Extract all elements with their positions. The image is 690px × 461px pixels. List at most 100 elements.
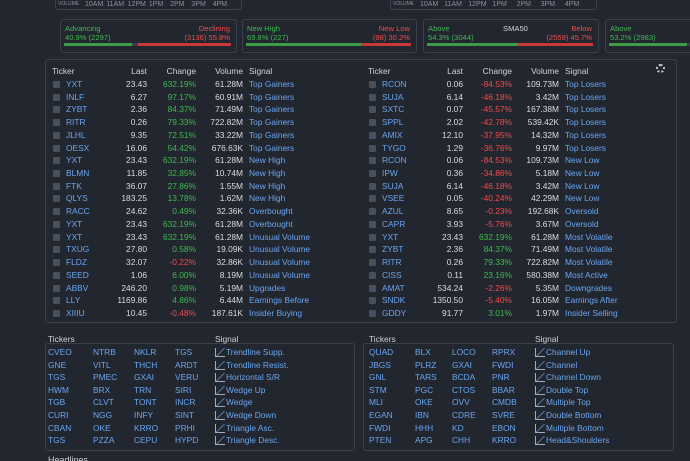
ticker[interactable]: STM	[369, 384, 387, 395]
ticker[interactable]: RITR	[66, 117, 86, 128]
pattern-signal[interactable]: Channel Up	[546, 347, 591, 357]
signal[interactable]: New High	[249, 155, 286, 166]
pattern-signal[interactable]: Channel Down	[546, 372, 601, 383]
ticker[interactable]: HWM	[48, 384, 69, 395]
ticker[interactable]: SEED	[66, 269, 89, 280]
ticker[interactable]: CDRE	[452, 410, 476, 420]
ticker[interactable]: TGS	[48, 435, 66, 446]
signal[interactable]: Most Volatile	[565, 257, 613, 268]
ticker[interactable]: JBGS	[369, 359, 391, 370]
signal[interactable]: Oversold	[565, 206, 599, 217]
signal[interactable]: Top Gainers	[249, 104, 295, 115]
ticker[interactable]: NKLR	[134, 347, 157, 357]
ticker[interactable]: TYGO	[382, 142, 406, 153]
ticker[interactable]: VERU	[175, 372, 199, 383]
signal[interactable]: Top Losers	[565, 129, 606, 140]
ticker[interactable]: OKE	[415, 397, 433, 408]
ticker[interactable]: OVV	[452, 397, 470, 408]
ticker[interactable]: PLRZ	[415, 359, 437, 370]
ticker[interactable]: INFY	[134, 410, 154, 420]
ticker[interactable]: YXT	[66, 155, 83, 166]
pattern-signal[interactable]: Multiple Top	[546, 397, 591, 408]
signal[interactable]: Most Active	[565, 269, 608, 280]
ticker[interactable]: CISS	[382, 269, 402, 280]
pattern-signal[interactable]: Multiple Bottom	[546, 422, 604, 433]
pattern-signal[interactable]: Trendline Supp.	[226, 347, 285, 357]
ticker[interactable]: TRN	[134, 384, 152, 395]
pattern-signal[interactable]: Triangle Desc.	[226, 435, 280, 446]
signal[interactable]: Earnings After	[565, 295, 618, 306]
signal[interactable]: Most Volatile	[565, 244, 613, 255]
ticker[interactable]: ZYBT	[382, 244, 404, 255]
ticker[interactable]: YXT	[66, 231, 83, 242]
ticker[interactable]: PGC	[415, 384, 434, 395]
ticker[interactable]: TGB	[48, 397, 66, 408]
ticker[interactable]: APG	[415, 435, 433, 446]
signal[interactable]: New Low	[565, 155, 600, 166]
ticker[interactable]: TGS	[175, 347, 193, 357]
signal[interactable]: Insider Buying	[249, 307, 303, 318]
ticker[interactable]: FLDZ	[66, 257, 87, 268]
ticker[interactable]: SINT	[175, 410, 195, 420]
signal[interactable]: Top Gainers	[249, 79, 295, 89]
signal[interactable]: Unusual Volume	[249, 231, 310, 242]
ticker[interactable]: AZUL	[382, 206, 404, 217]
ticker[interactable]: OKE	[93, 422, 111, 433]
settings-icon[interactable]	[656, 64, 665, 73]
pattern-signal[interactable]: Double Bottom	[546, 410, 602, 420]
ticker[interactable]: IBN	[415, 410, 429, 420]
pattern-signal[interactable]: Channel	[546, 359, 578, 370]
ticker[interactable]: GDDY	[382, 307, 407, 318]
ticker[interactable]: PNR	[492, 372, 510, 383]
ticker[interactable]: FWDI	[369, 422, 391, 433]
ticker[interactable]: HYPD	[175, 435, 199, 446]
ticker[interactable]: XIIIU	[66, 307, 85, 318]
pattern-signal[interactable]: Head&Shoulders	[546, 435, 610, 446]
ticker[interactable]: KRRO	[134, 422, 159, 433]
ticker[interactable]: MLI	[369, 397, 383, 408]
pattern-signal[interactable]: Double Top	[546, 384, 589, 395]
signal[interactable]: Top Gainers	[249, 91, 295, 102]
signal[interactable]: Overbought	[249, 206, 293, 217]
ticker[interactable]: CURI	[48, 410, 69, 420]
ticker[interactable]: SVRE	[492, 410, 515, 420]
ticker[interactable]: RCON	[382, 155, 407, 166]
signal[interactable]: New High	[249, 193, 286, 204]
ticker[interactable]: CTOS	[452, 384, 476, 395]
ticker[interactable]: BBAR	[492, 384, 515, 395]
signal[interactable]: Insider Selling	[565, 307, 618, 318]
ticker[interactable]: ZYBT	[66, 104, 88, 115]
pattern-signal[interactable]: Wedge	[226, 397, 253, 408]
ticker[interactable]: LOCO	[452, 347, 476, 357]
ticker[interactable]: RACC	[66, 206, 90, 217]
signal[interactable]: Earnings Before	[249, 295, 310, 306]
ticker[interactable]: RPRX	[492, 347, 516, 357]
ticker[interactable]: LLY	[66, 295, 81, 306]
ticker[interactable]: SNDK	[382, 295, 406, 306]
pattern-signal[interactable]: Wedge Up	[226, 384, 266, 395]
pattern-signal[interactable]: Trendline Resist.	[226, 359, 289, 370]
ticker[interactable]: CBAN	[48, 422, 72, 433]
ticker[interactable]: BLMN	[66, 168, 90, 179]
signal[interactable]: New High	[249, 180, 286, 191]
ticker[interactable]: SUJA	[382, 91, 404, 102]
ticker[interactable]: YXT	[66, 79, 83, 89]
ticker[interactable]: YXT	[382, 231, 399, 242]
ticker[interactable]: GNE	[48, 359, 67, 370]
ticker[interactable]: ARDT	[175, 359, 198, 370]
signal[interactable]: New Low	[565, 180, 600, 191]
ticker[interactable]: PMEC	[93, 372, 118, 383]
ticker[interactable]: SPPL	[382, 117, 404, 128]
pattern-signal[interactable]: Horizontal S/R	[226, 372, 280, 383]
ticker[interactable]: CVEO	[48, 347, 72, 357]
ticker[interactable]: EGAN	[369, 410, 393, 420]
signal[interactable]: Top Gainers	[249, 142, 295, 153]
signal[interactable]: Top Gainers	[249, 117, 295, 128]
ticker[interactable]: BCDA	[452, 372, 476, 383]
signal[interactable]: Top Gainers	[249, 129, 295, 140]
ticker[interactable]: CLVT	[93, 397, 114, 408]
ticker[interactable]: RCON	[382, 79, 407, 89]
signal[interactable]: Top Losers	[565, 91, 606, 102]
ticker[interactable]: SUJA	[382, 180, 404, 191]
ticker[interactable]: NTRB	[93, 347, 116, 357]
